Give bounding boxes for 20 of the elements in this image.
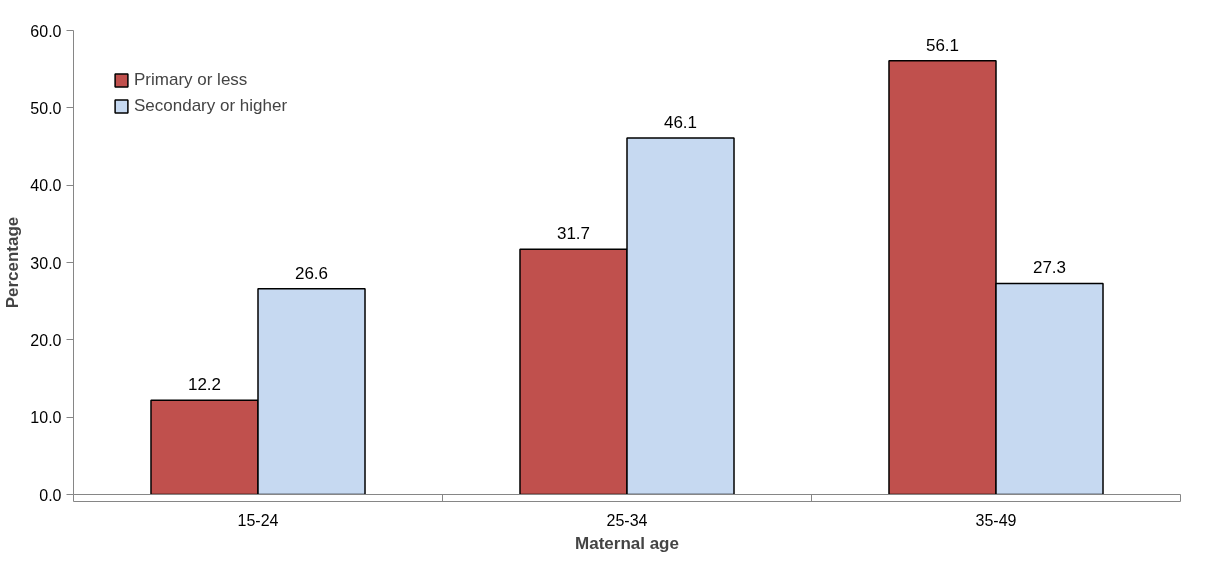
x-tick-label: 15-24 bbox=[237, 511, 279, 529]
y-tick-label: 0.0 bbox=[39, 486, 62, 504]
data-label: 46.1 bbox=[663, 112, 698, 132]
y-tick-label: 40.0 bbox=[30, 177, 62, 195]
y-tick-label: 20.0 bbox=[30, 331, 62, 349]
y-tick-label: 60.0 bbox=[30, 22, 62, 40]
y-tick-label: 50.0 bbox=[30, 99, 62, 117]
data-label: 12.2 bbox=[187, 375, 222, 395]
legend-label: Primary or less bbox=[134, 70, 248, 90]
data-label: 27.3 bbox=[1032, 258, 1067, 278]
y-axis-title: Percentage bbox=[3, 216, 23, 309]
data-label: 56.1 bbox=[925, 35, 960, 55]
x-tick-label: 25-34 bbox=[606, 511, 648, 529]
legend-label: Secondary or higher bbox=[134, 96, 288, 116]
data-label: 26.6 bbox=[294, 263, 329, 283]
y-tick-label: 10.0 bbox=[30, 409, 62, 427]
data-label: 31.7 bbox=[556, 224, 591, 244]
x-axis-title: Maternal age bbox=[575, 533, 679, 553]
y-tick-label: 30.0 bbox=[30, 254, 62, 272]
x-tick-label: 35-49 bbox=[975, 511, 1017, 529]
